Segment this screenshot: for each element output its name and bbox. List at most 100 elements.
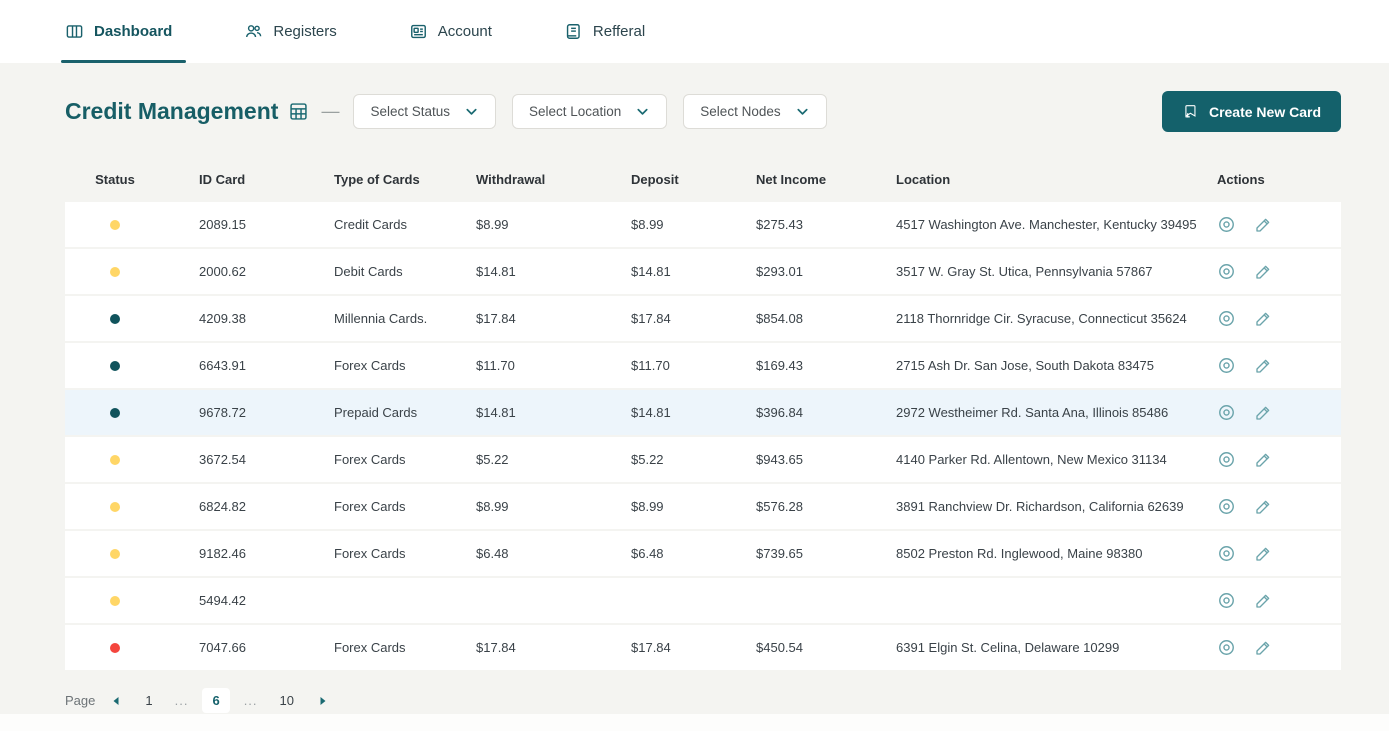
next-page-arrow[interactable] [316,694,330,708]
net-income-cell: $739.65 [756,546,803,561]
view-button[interactable] [1217,497,1236,516]
withdrawal-cell: $8.99 [476,217,509,232]
pencil-icon [1254,310,1272,328]
status-dot [110,407,120,418]
pagination-ellipsis: ... [243,693,258,708]
deposit-cell: $5.22 [631,452,664,467]
location-cell: 8502 Preston Rd. Inglewood, Maine 98380 [896,546,1143,561]
eye-icon [1217,262,1236,281]
page-number-first[interactable]: 1 [145,693,153,708]
column-header-net-income: Net Income [756,171,827,187]
column-header-status: Status [95,171,135,187]
net-income-cell: $169.43 [756,358,803,373]
create-button-label: Create New Card [1208,103,1321,120]
location-cell: 6391 Elgin St. Celina, Delaware 10299 [896,640,1120,655]
top-navigation: Dashboard Registers Account Refferal [0,0,1389,63]
select-nodes-dropdown[interactable]: Select Nodes [683,94,827,129]
status-dot [110,501,120,512]
card-type-cell: Forex Cards [334,499,406,514]
eye-icon [1217,450,1236,469]
referral-document-icon [564,22,583,41]
deposit-cell: $14.81 [631,405,671,420]
view-button[interactable] [1217,215,1236,234]
create-new-card-button[interactable]: Create New Card [1161,91,1341,132]
view-button[interactable] [1217,638,1236,657]
id-card-cell: 4209.38 [199,311,246,326]
eye-icon [1217,356,1236,375]
deposit-cell: $17.84 [631,311,671,326]
tab-label: Refferal [592,23,646,40]
edit-button[interactable] [1254,357,1272,375]
chevron-down-icon [635,104,650,119]
dashboard-columns-icon [65,22,84,41]
eye-icon [1217,309,1236,328]
pagination-label: Page [65,693,96,708]
dropdown-label: Select Status [370,104,450,119]
dropdown-label: Select Location [528,104,622,119]
table-body: 2089.15 Credit Cards $8.99 $8.99 $275.43… [65,202,1341,670]
withdrawal-cell: $8.99 [476,499,509,514]
id-card-cell: 2089.15 [199,217,246,232]
eye-icon [1217,403,1236,422]
title-separator: — [321,101,340,121]
status-dot [110,548,120,559]
view-button[interactable] [1217,309,1236,328]
pencil-icon [1254,404,1272,422]
tab-dashboard[interactable]: Dashboard [60,0,187,63]
status-dot [110,595,120,606]
view-button[interactable] [1217,450,1236,469]
withdrawal-cell: $11.70 [476,358,515,373]
deposit-cell: $8.99 [631,499,664,514]
edit-button[interactable] [1254,592,1272,610]
withdrawal-cell: $14.81 [476,264,516,279]
eye-icon [1217,497,1236,516]
pencil-icon [1254,216,1272,234]
select-status-dropdown[interactable]: Select Status [353,94,496,129]
status-dot [110,642,120,653]
table-header-row: Status ID Card Type of Cards Withdrawal … [65,156,1341,202]
withdrawal-cell: $17.84 [476,640,516,655]
previous-page-arrow[interactable] [109,694,123,708]
edit-button[interactable] [1254,263,1272,281]
page-title: Credit Management [65,98,309,125]
page-number-current[interactable]: 6 [202,688,230,713]
withdrawal-cell: $5.22 [476,452,509,467]
card-type-cell: Forex Cards [334,640,406,655]
users-icon [244,22,263,41]
card-type-cell: Prepaid Cards [334,405,418,420]
deposit-cell: $11.70 [631,358,670,373]
page-number-last[interactable]: 10 [279,693,294,708]
view-button[interactable] [1217,403,1236,422]
edit-button[interactable] [1254,498,1272,516]
net-income-cell: $450.54 [756,640,803,655]
edit-button[interactable] [1254,216,1272,234]
net-income-cell: $576.28 [756,499,803,514]
card-type-cell: Debit Cards [334,264,403,279]
account-card-icon [409,22,428,41]
tab-account[interactable]: Account [409,0,492,63]
table-row: 4209.38 Millennia Cards. $17.84 $17.84 $… [65,296,1341,341]
withdrawal-cell: $17.84 [476,311,516,326]
view-button[interactable] [1217,544,1236,563]
page-header: Credit Management — Select Status Select… [0,63,1389,156]
table-grid-icon [288,101,309,122]
tab-label: Account [437,23,492,40]
table-row: 3672.54 Forex Cards $5.22 $5.22 $943.65 … [65,437,1341,482]
edit-button[interactable] [1254,545,1272,563]
edit-button[interactable] [1254,310,1272,328]
edit-button[interactable] [1254,404,1272,422]
net-income-cell: $293.01 [756,264,803,279]
edit-button[interactable] [1254,451,1272,469]
tab-refferal[interactable]: Refferal [564,0,645,63]
view-button[interactable] [1217,262,1236,281]
deposit-cell: $17.84 [631,640,671,655]
tab-registers[interactable]: Registers [244,0,337,63]
view-button[interactable] [1217,591,1236,610]
edit-button[interactable] [1254,639,1272,657]
location-cell: 3891 Ranchview Dr. Richardson, Californi… [896,499,1184,514]
select-location-dropdown[interactable]: Select Location [511,94,668,129]
view-button[interactable] [1217,356,1236,375]
column-header-location: Location [896,171,951,187]
column-header-actions: Actions [1217,171,1265,187]
filter-group: Select Status Select Location Select Nod… [353,94,827,129]
